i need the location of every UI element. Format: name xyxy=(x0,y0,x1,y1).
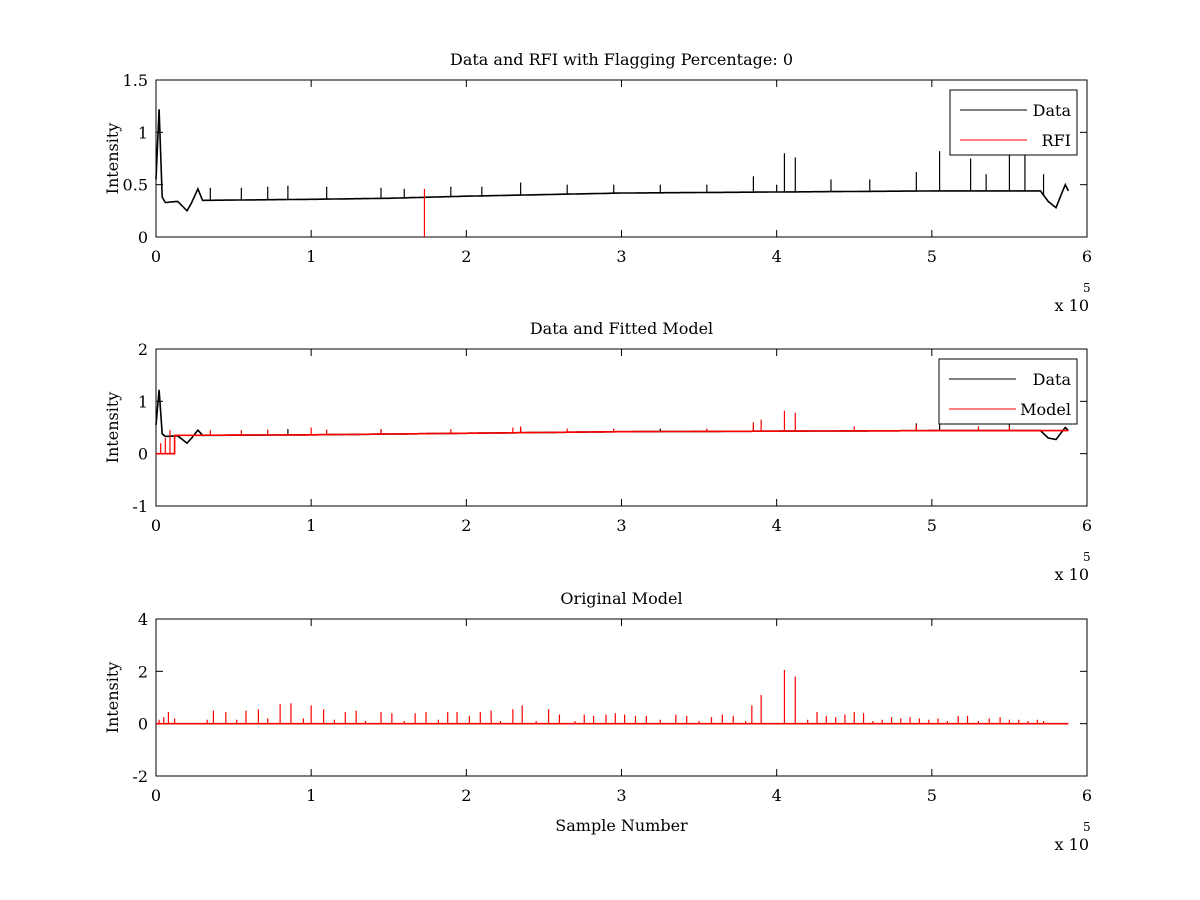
chart-title: Data and Fitted Model xyxy=(530,319,713,338)
x-tick-label: 1 xyxy=(306,516,316,535)
x-tick-label: 0 xyxy=(151,516,161,535)
x-tick-label: 3 xyxy=(616,786,626,805)
y-tick-label: 1 xyxy=(138,392,148,411)
legend-box xyxy=(938,358,1078,425)
y-tick-label: 1.5 xyxy=(123,71,148,90)
y-tick-label: 2 xyxy=(138,662,148,681)
x-multiplier-label: x 10 xyxy=(1055,296,1089,315)
x-tick-label: 3 xyxy=(616,247,626,266)
y-tick-label: 0.5 xyxy=(123,176,148,195)
chart-title: Original Model xyxy=(560,589,682,608)
legend: Data Model xyxy=(938,358,1078,425)
x-multiplier-exponent: 5 xyxy=(1083,550,1091,564)
y-tick-label: 0 xyxy=(138,715,148,734)
x-multiplier-exponent: 5 xyxy=(1083,281,1091,295)
legend: Data RFI xyxy=(949,89,1078,156)
x-tick-label: 4 xyxy=(772,247,782,266)
x-tick-label: 4 xyxy=(772,516,782,535)
x-tick-label: 2 xyxy=(461,786,471,805)
x-tick-label: 5 xyxy=(927,786,937,805)
legend-label: Data xyxy=(1033,370,1072,389)
panels: Data and RFI with Flagging Percentage: 0… xyxy=(103,50,1092,854)
x-tick-label: 3 xyxy=(616,516,626,535)
y-tick-label: 0 xyxy=(138,445,148,464)
chart-title: Data and RFI with Flagging Percentage: 0 xyxy=(450,50,793,69)
x-tick-label: 6 xyxy=(1082,516,1092,535)
legend-box xyxy=(949,89,1078,156)
x-multiplier-label: x 10 xyxy=(1055,565,1089,584)
x-tick-label: 6 xyxy=(1082,786,1092,805)
legend-label: Model xyxy=(1020,400,1071,419)
x-axis-label: Sample Number xyxy=(555,816,688,835)
chart-panel-1: Data and RFI with Flagging Percentage: 0… xyxy=(103,50,1092,315)
y-axis-label: Intensity xyxy=(103,123,122,195)
x-tick-label: 4 xyxy=(772,786,782,805)
x-multiplier-label: x 10 xyxy=(1055,835,1089,854)
y-tick-label: 2 xyxy=(138,340,148,359)
x-tick-label: 5 xyxy=(927,516,937,535)
series-data-1 xyxy=(155,109,1070,213)
x-tick-label: 5 xyxy=(927,247,937,266)
series-trace xyxy=(156,429,1069,455)
legend-label: RFI xyxy=(1042,131,1071,150)
x-tick-label: 1 xyxy=(306,786,316,805)
x-tick-label: 2 xyxy=(461,247,471,266)
x-tick-label: 0 xyxy=(151,247,161,266)
y-axis-label: Intensity xyxy=(103,392,122,464)
series-trace xyxy=(155,109,1070,213)
y-axis-label: Intensity xyxy=(103,662,122,734)
series-model-2 xyxy=(156,410,1069,455)
x-tick-label: 0 xyxy=(151,786,161,805)
y-tick-label: 0 xyxy=(138,228,148,247)
y-tick-label: 4 xyxy=(138,610,148,629)
x-multiplier-exponent: 5 xyxy=(1083,820,1091,834)
y-tick-label: -2 xyxy=(132,767,148,786)
x-tick-label: 2 xyxy=(461,516,471,535)
y-tick-label: 1 xyxy=(138,123,148,142)
x-tick-label: 6 xyxy=(1082,247,1092,266)
legend-label: Data xyxy=(1033,101,1072,120)
y-tick-label: -1 xyxy=(132,497,148,516)
x-tick-label: 1 xyxy=(306,247,316,266)
series-model-1 xyxy=(156,670,1069,725)
